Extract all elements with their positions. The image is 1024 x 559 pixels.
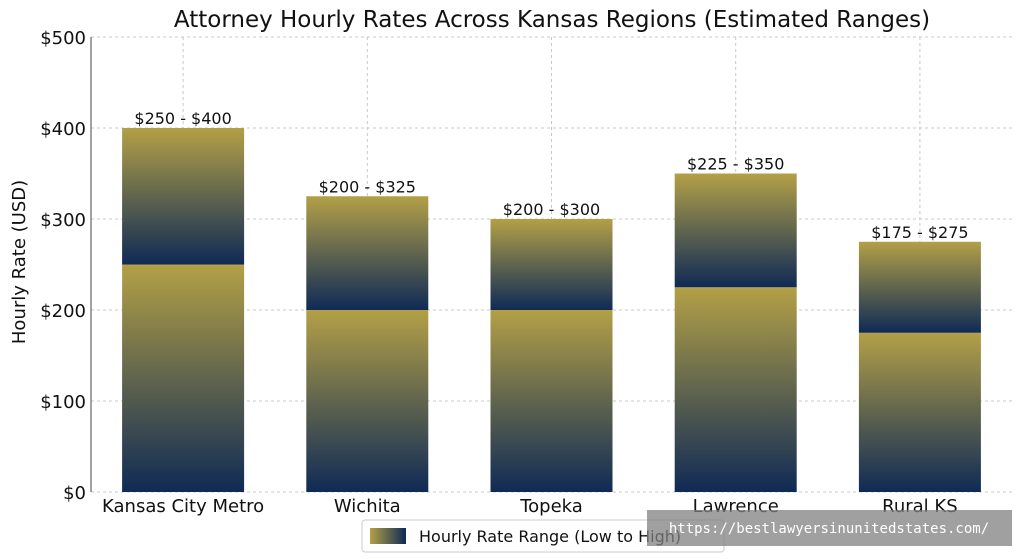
- chart-title: Attorney Hourly Rates Across Kansas Regi…: [174, 7, 930, 33]
- bar-high-segment: [122, 128, 245, 265]
- bar-low-segment: [122, 264, 245, 492]
- bar-high-segment: [858, 241, 981, 333]
- bar-high-segment: [490, 219, 613, 310]
- bar-data-label: $175 - $275: [871, 223, 968, 242]
- bar-high-segment: [306, 196, 429, 310]
- bar-data-label: $225 - $350: [687, 155, 784, 174]
- x-tick-label: Wichita: [334, 496, 401, 517]
- y-axis: $0 $100 $200 $300 $400 $500: [40, 28, 86, 504]
- y-tick-label: $100: [40, 392, 86, 413]
- bar-high-segment: [674, 173, 797, 288]
- y-tick-label: $500: [40, 28, 86, 49]
- y-tick-label: $200: [40, 301, 86, 322]
- y-tick-label: $0: [63, 483, 86, 504]
- bar-data-label: $250 - $400: [134, 109, 231, 128]
- x-axis: Kansas City Metro Wichita Topeka Lawrence Ru…: [102, 496, 958, 517]
- y-tick-label: $400: [40, 119, 86, 140]
- watermark-bg: [647, 510, 1012, 546]
- bar-low-segment: [490, 310, 613, 492]
- legend-label: Hourly Rate Range (Low to High): [419, 527, 681, 546]
- watermark-text: https://bestlawyersinunitedstates.com/: [669, 521, 989, 537]
- bar-low-segment: [674, 287, 797, 492]
- x-tick-label: Topeka: [519, 496, 583, 517]
- y-tick-label: $300: [40, 210, 86, 231]
- bar-data-label: $200 - $300: [503, 200, 600, 219]
- bars: $250 - $400 $200 - $325 $200 - $300 $225 - …: [122, 109, 981, 492]
- x-tick-label: Kansas City Metro: [102, 496, 264, 517]
- y-axis-label: Hourly Rate (USD): [9, 180, 30, 344]
- bar-low-segment: [858, 332, 981, 492]
- legend-swatch: [370, 528, 406, 544]
- bar-data-label: $200 - $325: [319, 177, 416, 196]
- watermark: https://bestlawyersinunitedstates.com/: [647, 510, 1012, 546]
- bar-low-segment: [306, 310, 429, 492]
- legend: Hourly Rate Range (Low to High): [361, 519, 725, 553]
